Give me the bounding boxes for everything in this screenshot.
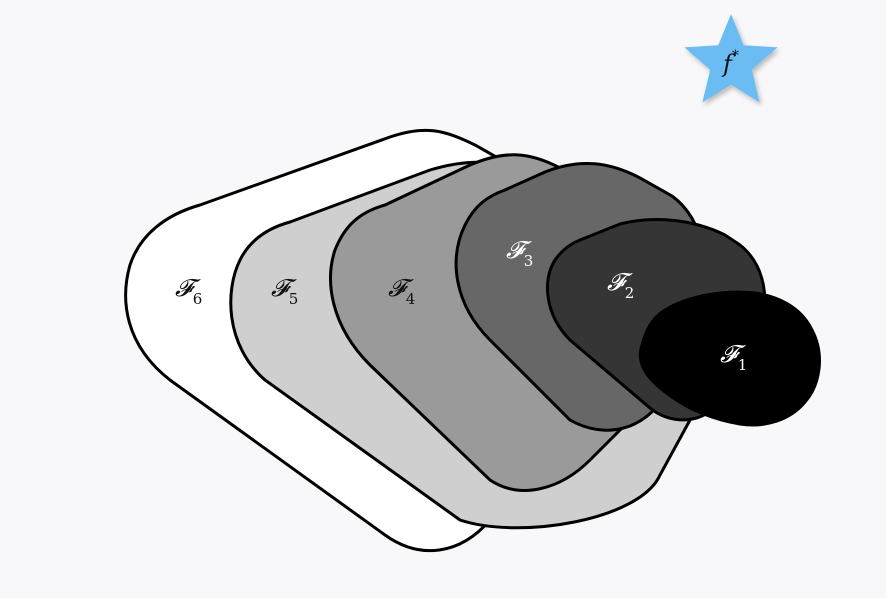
target-star: f* [684, 14, 778, 103]
set-f1-region [638, 290, 821, 427]
star-icon [684, 14, 778, 103]
